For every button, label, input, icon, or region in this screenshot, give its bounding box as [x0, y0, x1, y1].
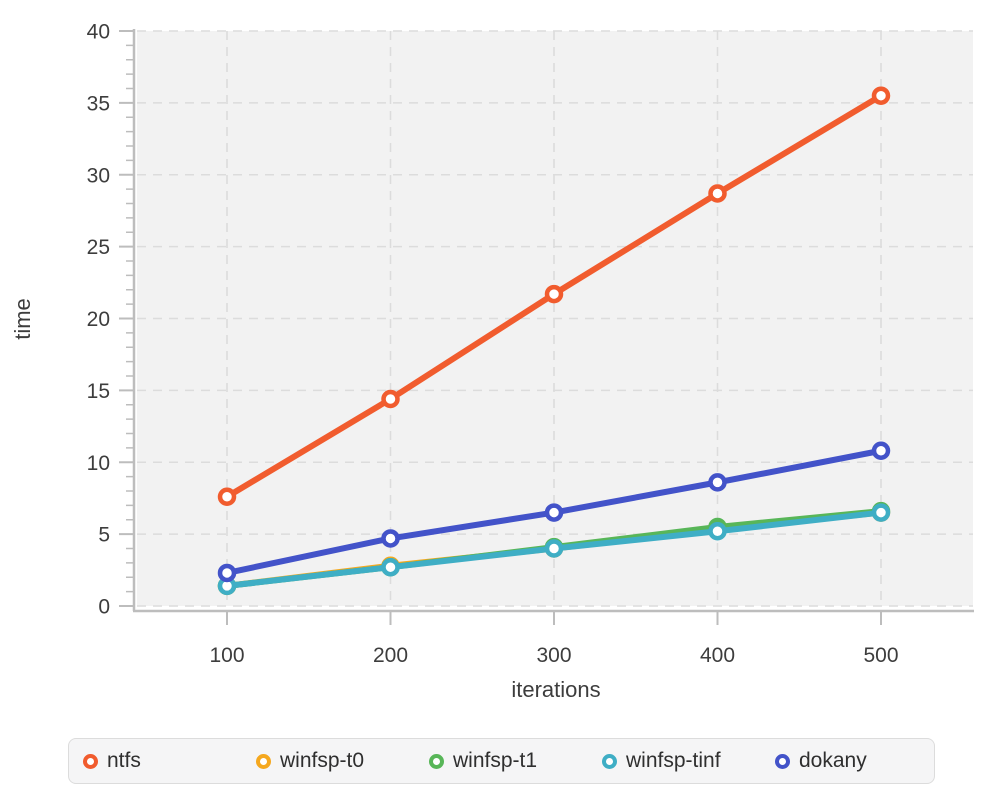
y-tick-label: 5 [98, 524, 110, 547]
legend-item-ntfs[interactable]: ntfs [83, 749, 256, 773]
y-tick-label: 25 [87, 236, 110, 259]
x-axis-title: iterations [511, 677, 600, 702]
data-point-dokany [871, 441, 891, 460]
data-point-ntfs [871, 86, 891, 105]
y-axis-title: time [10, 298, 35, 340]
legend-marker-icon [83, 753, 98, 769]
legend: ntfs winfsp-t0 winfsp-t1 winfsp-tinf dokany [68, 738, 935, 784]
data-point-dokany [381, 529, 400, 548]
legend-label: winfsp-tinf [626, 749, 721, 772]
legend-label: winfsp-t0 [280, 749, 365, 772]
y-tick-label: 15 [87, 380, 110, 403]
y-tick-label: 0 [98, 596, 110, 619]
data-point-ntfs [217, 487, 237, 506]
data-point-ntfs [708, 184, 727, 203]
legend-label: winfsp-t1 [453, 749, 538, 772]
data-point-dokany [544, 503, 564, 522]
data-point-ntfs [544, 284, 564, 304]
y-tick-label: 30 [87, 164, 110, 187]
x-tick-label: 300 [536, 644, 571, 667]
legend-label: dokany [799, 749, 867, 772]
plot-area: 0 5 10 15 20 25 30 35 40 100 200 300 400 500 iteratio… [10, 21, 974, 702]
data-point-ntfs [381, 389, 400, 409]
x-tick-label: 100 [209, 644, 244, 667]
data-point-winfsp-tinf [708, 522, 727, 541]
legend-marker-icon [775, 753, 790, 769]
data-point-winfsp-tinf [544, 539, 564, 558]
y-tick-label: 40 [87, 21, 110, 44]
y-tick-label: 35 [87, 92, 110, 115]
legend-marker-icon [602, 753, 617, 769]
x-tick-label: 400 [700, 644, 735, 667]
legend-item-winfsp-t0[interactable]: winfsp-t0 [256, 749, 429, 773]
legend-marker-icon [256, 753, 271, 769]
legend-label: ntfs [107, 749, 141, 772]
data-point-dokany [217, 563, 237, 583]
data-point-dokany [708, 473, 727, 492]
y-tick-label: 10 [87, 452, 110, 475]
legend-item-winfsp-t1[interactable]: winfsp-t1 [429, 749, 602, 773]
y-tick-label: 20 [87, 308, 110, 331]
x-tick-label: 500 [863, 644, 898, 667]
legend-marker-icon [429, 753, 444, 769]
x-tick-label: 200 [373, 644, 408, 667]
legend-item-winfsp-tinf[interactable]: winfsp-tinf [602, 749, 775, 773]
legend-item-dokany[interactable]: dokany [775, 749, 867, 773]
data-point-winfsp-tinf [381, 557, 400, 577]
data-point-winfsp-tinf [871, 503, 891, 522]
